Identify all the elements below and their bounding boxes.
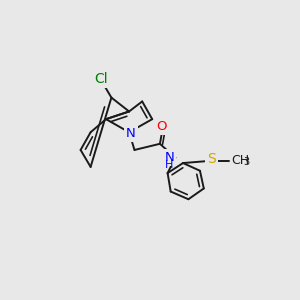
Text: CH: CH xyxy=(231,154,249,167)
Text: 3: 3 xyxy=(243,157,249,167)
Text: N: N xyxy=(126,127,136,140)
Text: N: N xyxy=(164,151,174,164)
Text: H: H xyxy=(165,160,173,170)
Text: Cl: Cl xyxy=(94,72,108,86)
Text: S: S xyxy=(207,152,216,166)
Text: O: O xyxy=(156,120,167,134)
